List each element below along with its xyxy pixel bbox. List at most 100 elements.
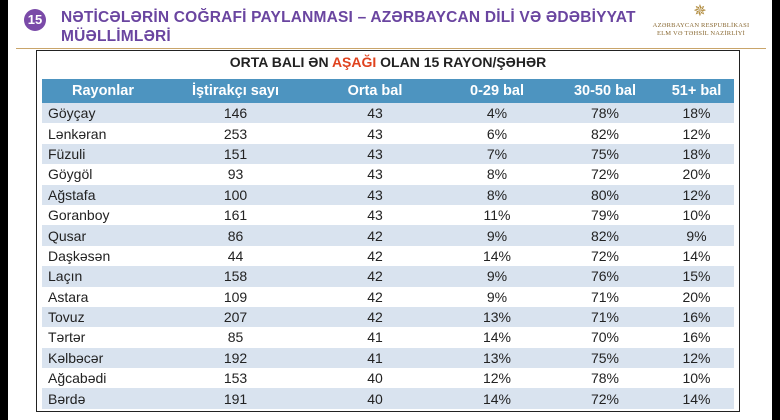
cell-range-30-50: 72% <box>551 245 659 267</box>
cell-participants: 109 <box>164 286 307 307</box>
table-row: Astara 109 42 9% 71% 20% <box>42 286 734 307</box>
cell-range-0-29: 13% <box>443 306 551 328</box>
cell-range-30-50: 72% <box>551 388 659 409</box>
cell-region: Goranboy <box>42 204 164 226</box>
ministry-logo-text: AZƏRBAYCAN RESPUBLİKASI ELM VƏ TƏHSİL NA… <box>636 22 766 38</box>
cell-region: Ağcabədi <box>42 368 164 389</box>
cell-region: Göyçay <box>42 103 164 124</box>
table-row: Bərdə 191 40 14% 72% 14% <box>42 388 734 409</box>
cell-range-51-plus: 16% <box>659 327 734 348</box>
column-header-region: Rayonlar <box>42 79 164 103</box>
cell-range-51-plus: 20% <box>659 286 734 307</box>
table-subtitle: ORTA BALI ƏN AŞAĞI OLAN 15 RAYON/ŞƏHƏR <box>36 54 740 70</box>
table-row: Tovuz 207 42 13% 71% 16% <box>42 306 734 328</box>
cell-average: 43 <box>307 164 443 185</box>
cell-participants: 207 <box>164 306 307 328</box>
cell-average: 40 <box>307 368 443 389</box>
table-row: Göygöl 93 43 8% 72% 20% <box>42 164 734 185</box>
cell-region: Kəlbəcər <box>42 347 164 369</box>
cell-range-51-plus: 12% <box>659 347 734 369</box>
cell-region: Laçın <box>42 266 164 287</box>
cell-participants: 151 <box>164 143 307 165</box>
cell-range-30-50: 76% <box>551 266 659 287</box>
table-row: Ağcabədi 153 40 12% 78% 10% <box>42 368 734 389</box>
cell-range-30-50: 79% <box>551 204 659 226</box>
header-divider <box>16 48 766 49</box>
subtitle-part-2: OLAN 15 RAYON/ŞƏHƏR <box>376 54 547 70</box>
cell-participants: 44 <box>164 245 307 267</box>
cell-region: Tərtər <box>42 327 164 348</box>
cell-average: 42 <box>307 245 443 267</box>
cell-range-0-29: 9% <box>443 286 551 307</box>
cell-average: 42 <box>307 225 443 246</box>
cell-range-0-29: 8% <box>443 184 551 205</box>
cell-range-0-29: 12% <box>443 368 551 389</box>
cell-range-30-50: 75% <box>551 143 659 165</box>
column-header-range-30-50: 30-50 bal <box>551 79 659 103</box>
ministry-emblem-icon: ✵ <box>693 3 707 20</box>
cell-range-30-50: 72% <box>551 164 659 185</box>
cell-participants: 86 <box>164 225 307 246</box>
cell-range-0-29: 9% <box>443 266 551 287</box>
cell-range-0-29: 9% <box>443 225 551 246</box>
cell-range-30-50: 82% <box>551 225 659 246</box>
cell-range-51-plus: 14% <box>659 388 734 409</box>
cell-average: 42 <box>307 306 443 328</box>
cell-average: 40 <box>307 388 443 409</box>
cell-region: Qusar <box>42 225 164 246</box>
cell-participants: 192 <box>164 347 307 369</box>
cell-range-51-plus: 18% <box>659 143 734 165</box>
table-body: Göyçay 146 43 4% 78% 18% Lənkəran 253 43 6% 82% 12%… <box>42 103 734 409</box>
cell-participants: 85 <box>164 327 307 348</box>
cell-range-0-29: 13% <box>443 347 551 369</box>
cell-average: 43 <box>307 123 443 144</box>
table-row: Qusar 86 42 9% 82% 9% <box>42 225 734 246</box>
cell-range-0-29: 7% <box>443 143 551 165</box>
column-header-participants: İştirakçı sayı <box>164 79 307 103</box>
table-row: Daşkəsən 44 42 14% 72% 14% <box>42 245 734 267</box>
cell-region: Daşkəsən <box>42 245 164 267</box>
cell-range-0-29: 14% <box>443 245 551 267</box>
cell-region: Göygöl <box>42 164 164 185</box>
cell-range-0-29: 4% <box>443 103 551 124</box>
cell-range-51-plus: 10% <box>659 204 734 226</box>
cell-participants: 161 <box>164 204 307 226</box>
cell-range-0-29: 6% <box>443 123 551 144</box>
column-header-range-51-plus: 51+ bal <box>659 79 734 103</box>
table-row: Füzuli 151 43 7% 75% 18% <box>42 143 734 165</box>
cell-range-51-plus: 16% <box>659 306 734 328</box>
cell-range-51-plus: 12% <box>659 123 734 144</box>
cell-range-51-plus: 15% <box>659 266 734 287</box>
cell-average: 42 <box>307 266 443 287</box>
slide-number-badge: 15 <box>24 9 46 31</box>
cell-range-51-plus: 20% <box>659 164 734 185</box>
cell-region: Bərdə <box>42 388 164 409</box>
cell-range-30-50: 78% <box>551 103 659 124</box>
subtitle-part-1: ORTA BALI ƏN <box>229 54 332 70</box>
table-row: Laçın 158 42 9% 76% 15% <box>42 266 734 287</box>
table-row: Goranboy 161 43 11% 79% 10% <box>42 204 734 226</box>
cell-range-0-29: 14% <box>443 327 551 348</box>
table-row: Lənkəran 253 43 6% 82% 12% <box>42 123 734 144</box>
cell-range-30-50: 70% <box>551 327 659 348</box>
cell-participants: 158 <box>164 266 307 287</box>
cell-range-30-50: 80% <box>551 184 659 205</box>
cell-region: Füzuli <box>42 143 164 165</box>
slide-title: NƏTİCƏLƏRİN COĞRAFİ PAYLANMASI – AZƏRBAY… <box>61 9 636 45</box>
cell-participants: 100 <box>164 184 307 205</box>
cell-participants: 253 <box>164 123 307 144</box>
table-row: Kəlbəcər 192 41 13% 75% 12% <box>42 347 734 369</box>
cell-range-0-29: 8% <box>443 164 551 185</box>
table-row: Tərtər 85 41 14% 70% 16% <box>42 327 734 348</box>
cell-average: 43 <box>307 184 443 205</box>
cell-average: 41 <box>307 347 443 369</box>
cell-range-30-50: 71% <box>551 306 659 328</box>
cell-range-51-plus: 14% <box>659 245 734 267</box>
ministry-line-2: ELM VƏ TƏHSİL NAZİRLİYİ <box>656 30 746 37</box>
cell-range-0-29: 14% <box>443 388 551 409</box>
table-frame <box>36 50 740 412</box>
column-header-range-0-29: 0-29 bal <box>443 79 551 103</box>
cell-range-0-29: 11% <box>443 204 551 226</box>
cell-range-51-plus: 12% <box>659 184 734 205</box>
cell-range-51-plus: 10% <box>659 368 734 389</box>
